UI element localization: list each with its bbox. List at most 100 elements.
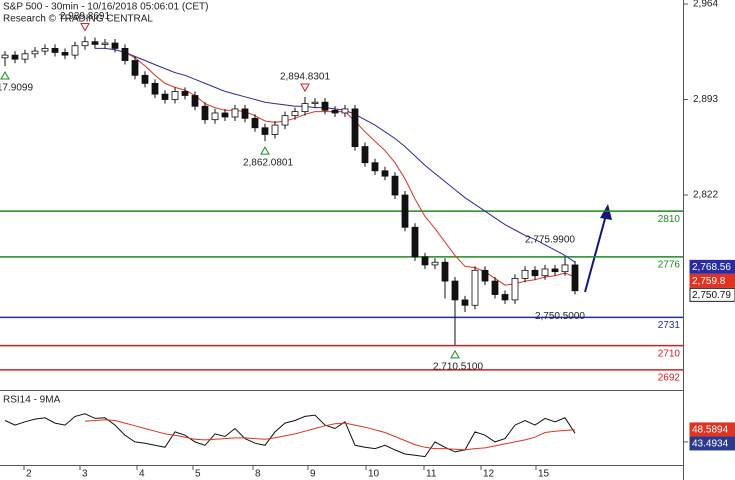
candle-body — [21, 53, 29, 60]
candle-body — [441, 261, 449, 282]
last-value-box — [689, 436, 735, 451]
x-tick-label: 8 — [255, 469, 261, 480]
swing-high-marker — [300, 83, 310, 93]
candle-body — [111, 42, 119, 49]
swing-low-label: 2,710.5100 — [433, 362, 483, 373]
y-tick-label: 2,893 — [693, 94, 718, 105]
candle-body — [281, 115, 289, 126]
y-tick-label: 2,822 — [693, 190, 718, 201]
x-tick-label: 2 — [26, 469, 32, 480]
level-label: 2692 — [658, 372, 681, 383]
x-tick-label: 15 — [538, 469, 550, 480]
candle-body — [351, 108, 359, 147]
price-note: 2,750.5000 — [535, 311, 585, 322]
swing-high-label: 2,894.8301 — [280, 72, 330, 83]
chart-subtitle: Research © TRADING CENTRAL — [3, 14, 153, 25]
last-value-box — [689, 287, 735, 302]
swing-low-marker — [450, 349, 460, 359]
candle-body — [151, 82, 159, 95]
arrow-head — [600, 204, 612, 220]
last-value-label: 2,750.79 — [692, 290, 731, 301]
arrow-shaft — [584, 214, 607, 293]
x-tick-label: 9 — [310, 469, 316, 480]
candle-body — [511, 277, 519, 301]
candle-body — [481, 269, 489, 282]
candle-body — [451, 280, 459, 301]
candle-body — [531, 269, 539, 277]
candle-body — [51, 48, 59, 53]
chart-title: S&P 500 - 30min - 10/16/2018 05:06:01 (C… — [3, 2, 209, 13]
x-tick-label: 3 — [82, 469, 88, 480]
last-value-box — [689, 422, 735, 437]
candle-body — [31, 50, 39, 55]
candle-body — [311, 101, 319, 104]
swing-high-label: 2,939.8691 — [60, 11, 110, 22]
candle-body — [161, 93, 169, 100]
candle-body — [201, 105, 209, 121]
candle-body — [181, 91, 189, 96]
forecast-arrow — [584, 204, 612, 293]
price-note: 2,775.9900 — [525, 235, 575, 246]
candle-body — [251, 117, 259, 129]
candle-body — [411, 226, 419, 258]
last-value-label: 43.4934 — [692, 439, 729, 450]
x-tick-label: 11 — [426, 469, 437, 480]
candle-body — [491, 280, 499, 295]
candle-body — [1, 54, 9, 59]
candle-body — [381, 170, 389, 177]
x-tick-label: 5 — [195, 469, 201, 480]
candle-body — [401, 194, 409, 228]
candle-body — [341, 108, 349, 114]
swing-low-marker — [0, 71, 10, 80]
candle-body — [571, 264, 579, 292]
candle-body — [301, 103, 309, 113]
candle-body — [71, 45, 79, 56]
last-value-label: 2,768.56 — [692, 262, 731, 273]
candle-body — [231, 108, 239, 118]
candle-body — [541, 268, 549, 277]
candle-body — [331, 109, 339, 114]
candle-body — [261, 127, 269, 135]
level-label: 2710 — [658, 348, 681, 359]
candle-body — [121, 48, 129, 61]
candle-body — [391, 175, 399, 196]
candle-body — [291, 111, 299, 117]
candle-body — [521, 269, 529, 279]
swing-low-label: 2,862.0801 — [243, 158, 293, 169]
x-tick-label: 12 — [483, 469, 495, 480]
candle-body — [171, 91, 179, 100]
candle-body — [461, 299, 469, 306]
candle-body — [101, 42, 109, 45]
level-label: 2731 — [658, 320, 681, 331]
candle-body — [471, 269, 479, 306]
candle-body — [131, 60, 139, 76]
level-label: 2810 — [658, 214, 681, 225]
candle-body — [241, 108, 249, 119]
candle-body — [91, 41, 99, 45]
candle-body — [191, 95, 199, 107]
swing-high-marker — [80, 22, 90, 32]
indicator-line — [124, 51, 576, 286]
rsi-title: RSI14 - 9MA — [3, 395, 61, 406]
candle-body — [11, 54, 19, 60]
candle-body — [221, 112, 229, 118]
candle-body — [211, 112, 219, 121]
indicator-line — [4, 413, 576, 458]
candle-body — [141, 74, 149, 84]
last-value-box — [689, 273, 735, 288]
candle-body — [371, 162, 379, 172]
last-value-label: 2,759.8 — [692, 276, 726, 287]
last-value-box — [689, 259, 735, 274]
candle-body — [501, 294, 509, 301]
candle-body — [421, 256, 429, 266]
candle-body — [61, 52, 69, 56]
swing-low-label: 2,917.9099 — [0, 83, 33, 94]
candle-body — [551, 268, 559, 273]
indicator-line — [84, 419, 576, 451]
last-value-label: 48.5894 — [692, 425, 729, 436]
x-tick-label: 10 — [368, 469, 380, 480]
candle-body — [561, 264, 569, 273]
candle-body — [321, 101, 329, 111]
